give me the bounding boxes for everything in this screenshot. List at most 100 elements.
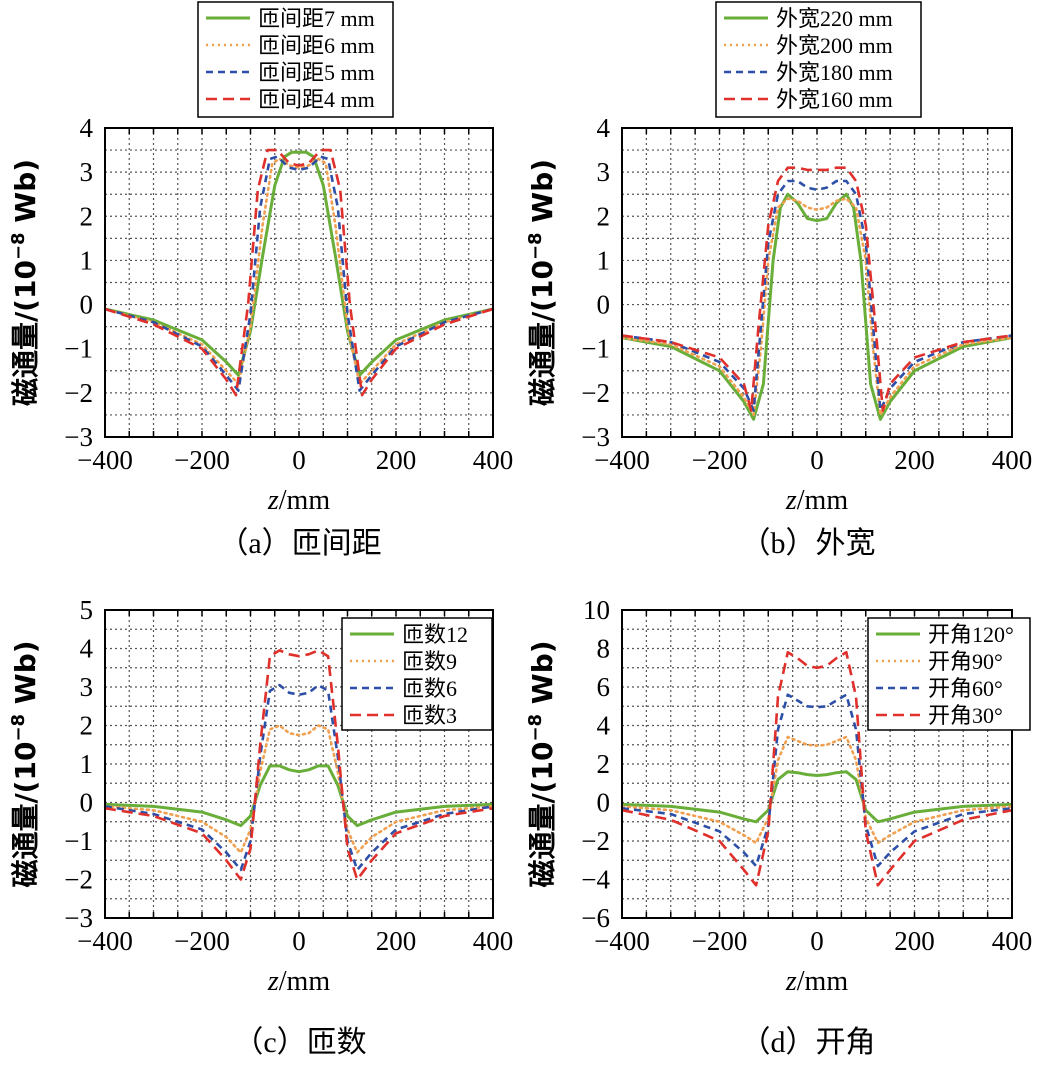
plot-frame — [104, 609, 494, 919]
series-line-0 — [104, 764, 494, 828]
legend-label-2: 开角60° — [928, 676, 1003, 701]
x-tick-label: 0 — [810, 926, 824, 956]
y-tick-label: 1 — [597, 245, 611, 275]
x-tick-label: 0 — [292, 926, 306, 956]
legend: 开角120°开角90°开角60°开角30° — [867, 617, 1031, 731]
series-line-0 — [104, 150, 494, 377]
series-line-3 — [104, 649, 494, 881]
y-tick-label: −1 — [64, 826, 93, 856]
series-line-0 — [621, 192, 1013, 421]
y-tick-label: 4 — [597, 113, 611, 143]
x-tick-label: 400 — [473, 926, 514, 956]
y-tick-label: −2 — [581, 826, 610, 856]
chart-panel-1: −400 −200 0 200 400 −3 −2 −1 0 1 2 3 4 z/mm 磁通量/(10−8 … — [525, 1, 1032, 560]
legend-label-0: 开角120° — [928, 622, 1014, 647]
x-tick-label: −400 — [594, 926, 650, 956]
y-axis-label: 磁通量/(10−8 Wb) — [525, 159, 559, 406]
x-tick-label: 200 — [376, 445, 417, 475]
x-axis-label-unit: /mm — [797, 485, 849, 516]
y-axis-label-exp: −8 — [525, 232, 546, 260]
legend-box — [341, 617, 493, 731]
y-axis-label-main: 磁通量/(10 — [526, 260, 559, 406]
legend-label-3: 匝数3 — [402, 703, 457, 728]
y-axis-label: 磁通量/(10−8 Wb) — [8, 159, 42, 406]
legend-label-3: 开角30° — [928, 703, 1003, 728]
series-line-3 — [621, 650, 1013, 887]
plot-frame — [104, 127, 494, 438]
x-axis-label-var: z — [267, 966, 279, 997]
y-tick-label: 0 — [80, 290, 94, 320]
legend-label-1: 匝间距6 mm — [258, 33, 375, 58]
x-tick-label: −200 — [174, 445, 230, 475]
legend-label-1: 开角90° — [928, 649, 1003, 674]
y-tick-label: −3 — [581, 422, 610, 452]
legend-label-1: 外宽200 mm — [776, 33, 893, 58]
y-tick-label: 3 — [597, 157, 611, 187]
series-line-1 — [103, 157, 495, 386]
y-tick-label: 2 — [80, 201, 94, 231]
y-tick-label: 0 — [597, 290, 611, 320]
y-tick-label: 4 — [597, 711, 611, 741]
series-line-1 — [103, 724, 495, 854]
y-tick-label: 0 — [597, 788, 611, 818]
series-line-2 — [104, 683, 494, 872]
legend-label-0: 匝间距7 mm — [258, 6, 375, 31]
y-tick-label: 2 — [597, 201, 611, 231]
legend-label-0: 外宽220 mm — [776, 6, 893, 31]
y-axis-label-unit: Wb) — [526, 159, 559, 232]
x-tick-label: −200 — [174, 926, 230, 956]
y-tick-label: −6 — [581, 903, 610, 933]
x-axis-label: z/mm — [267, 485, 330, 516]
legend-label-3: 匝间距4 mm — [258, 87, 375, 112]
y-tick-label: 5 — [80, 595, 94, 625]
panel-caption: （a）匝间距 — [218, 527, 381, 560]
y-tick-label: 2 — [597, 749, 611, 779]
x-tick-label: −200 — [692, 445, 748, 475]
x-axis-label: z/mm — [267, 966, 330, 997]
legend-label-2: 外宽180 mm — [776, 60, 893, 85]
panel-caption: （b）外宽 — [741, 527, 876, 560]
x-axis-label-var: z — [785, 966, 797, 997]
plot-frame — [621, 609, 1013, 919]
x-tick-label: −400 — [77, 926, 133, 956]
series-line-2 — [621, 179, 1013, 412]
y-axis-label-main: 磁通量/(10 — [9, 260, 42, 406]
y-tick-label: 4 — [80, 113, 94, 143]
series-line-2 — [621, 693, 1013, 868]
y-tick-label: −1 — [581, 334, 610, 364]
y-axis-label: 磁通量/(10−8 Wb) — [525, 640, 559, 887]
series-line-2 — [104, 155, 494, 392]
y-tick-label: 6 — [597, 672, 611, 702]
y-tick-label: 3 — [80, 672, 94, 702]
legend-box — [867, 617, 1031, 731]
chart-panel-0: −400 −200 0 200 400 −3 −2 −1 0 1 2 3 4 z/mm 磁通量/(10−8 … — [8, 1, 514, 560]
series-line-1 — [620, 197, 1014, 417]
panel-caption: （c）匝数 — [233, 1026, 366, 1059]
chart-panel-2: −400 −200 0 200 400 −3 −2 −1 0 1 2 3 4 5 z/mm 磁通量/(10−8… — [8, 595, 513, 1059]
legend-label-2: 匝数6 — [402, 676, 457, 701]
x-axis-label-unit: /mm — [279, 966, 331, 997]
y-axis-label: 磁通量/(10−8 Wb) — [8, 640, 42, 887]
y-tick-label: 1 — [80, 749, 94, 779]
legend-label-2: 匝间距5 mm — [258, 60, 375, 85]
y-axis-label-main: 磁通量/(10 — [526, 742, 559, 888]
y-tick-label: −1 — [64, 334, 93, 364]
plot-frame — [621, 127, 1013, 438]
x-tick-label: 200 — [894, 445, 935, 475]
legend-label-3: 外宽160 mm — [776, 87, 893, 112]
y-tick-label: −3 — [64, 903, 93, 933]
x-tick-label: 400 — [473, 445, 514, 475]
y-tick-label: 8 — [597, 634, 611, 664]
y-axis-label-unit: Wb) — [9, 159, 42, 232]
y-axis-label-unit: Wb) — [9, 640, 42, 713]
x-axis-label: z/mm — [785, 966, 848, 997]
y-tick-label: 1 — [80, 245, 94, 275]
panel-caption: （d）开角 — [741, 1026, 876, 1059]
x-axis-label-unit: /mm — [279, 485, 331, 516]
x-tick-label: 0 — [292, 445, 306, 475]
x-tick-label: −400 — [594, 445, 650, 475]
x-axis-label-unit: /mm — [797, 966, 849, 997]
